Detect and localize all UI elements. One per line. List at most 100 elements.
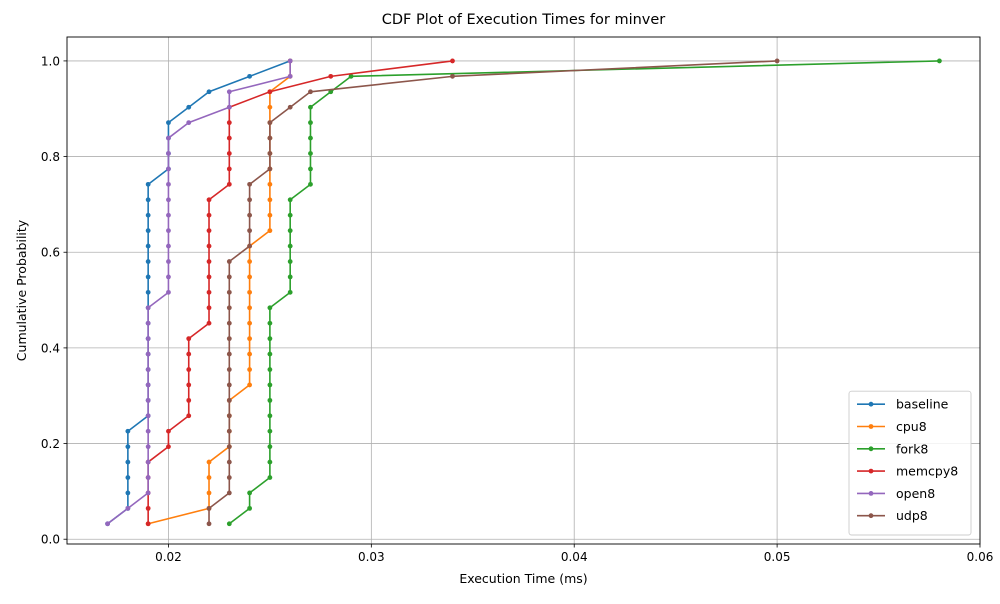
legend-label: fork8 bbox=[896, 441, 928, 456]
data-point-cpu8 bbox=[267, 212, 273, 218]
data-point-open8 bbox=[166, 197, 171, 203]
data-point-open8 bbox=[166, 181, 171, 187]
data-point-memcpy8 bbox=[206, 274, 212, 280]
series-open8 bbox=[105, 58, 293, 527]
data-point-fork8 bbox=[226, 521, 232, 527]
axes: 0.02 0.03 0.04 0.05 0.06 0.0 0.2 0.4 0.6 0.8 1.0 bbox=[41, 54, 993, 564]
data-point-baseline bbox=[206, 89, 212, 95]
legend-marker bbox=[868, 491, 874, 496]
data-point-udp8 bbox=[247, 197, 253, 203]
data-point-fork8 bbox=[267, 336, 273, 342]
data-point-cpu8 bbox=[206, 459, 212, 465]
data-point-udp8 bbox=[226, 459, 232, 465]
data-point-open8 bbox=[186, 120, 192, 126]
data-point-memcpy8 bbox=[186, 413, 192, 419]
data-point-open8 bbox=[145, 490, 151, 496]
x-tick-label: 0.03 bbox=[358, 550, 385, 564]
legend-label: baseline bbox=[896, 397, 949, 412]
data-point-fork8 bbox=[308, 151, 313, 156]
data-point-udp8 bbox=[267, 135, 273, 141]
data-point-open8 bbox=[145, 459, 151, 465]
data-point-udp8 bbox=[226, 259, 232, 264]
data-point-udp8 bbox=[247, 181, 253, 187]
data-point-memcpy8 bbox=[186, 336, 192, 342]
x-axis-label: Execution Time (ms) bbox=[459, 571, 587, 586]
data-point-udp8 bbox=[287, 104, 293, 110]
data-point-open8 bbox=[166, 135, 171, 141]
data-point-fork8 bbox=[287, 243, 293, 249]
data-point-fork8 bbox=[287, 274, 293, 280]
data-point-cpu8 bbox=[247, 289, 253, 295]
data-point-fork8 bbox=[267, 367, 273, 372]
data-point-udp8 bbox=[226, 413, 232, 419]
data-point-udp8 bbox=[226, 274, 232, 280]
data-point-cpu8 bbox=[247, 382, 253, 388]
x-tick-label: 0.05 bbox=[764, 550, 791, 564]
data-point-open8 bbox=[145, 413, 151, 419]
data-point-fork8 bbox=[308, 120, 313, 126]
data-point-fork8 bbox=[267, 428, 273, 434]
data-point-cpu8 bbox=[247, 274, 253, 280]
data-point-open8 bbox=[145, 428, 151, 434]
legend-label: memcpy8 bbox=[896, 464, 958, 479]
data-point-open8 bbox=[145, 382, 151, 388]
series-layer bbox=[105, 58, 942, 527]
data-point-fork8 bbox=[267, 382, 273, 388]
data-point-memcpy8 bbox=[206, 305, 212, 311]
data-point-memcpy8 bbox=[206, 212, 212, 218]
data-point-fork8 bbox=[267, 413, 273, 419]
data-point-memcpy8 bbox=[186, 351, 192, 357]
data-point-cpu8 bbox=[206, 490, 212, 496]
data-point-memcpy8 bbox=[166, 428, 171, 434]
data-point-baseline bbox=[125, 444, 131, 450]
data-point-open8 bbox=[145, 397, 151, 403]
data-point-udp8 bbox=[226, 490, 232, 496]
data-point-fork8 bbox=[328, 89, 334, 95]
data-point-open8 bbox=[287, 58, 293, 64]
data-point-udp8 bbox=[247, 212, 253, 218]
data-point-baseline bbox=[125, 475, 131, 480]
data-point-open8 bbox=[166, 212, 171, 218]
legend-item-cpu8: cpu8 bbox=[857, 419, 927, 434]
data-point-fork8 bbox=[308, 104, 313, 110]
data-point-open8 bbox=[166, 289, 171, 295]
data-point-baseline bbox=[145, 259, 151, 264]
data-point-memcpy8 bbox=[186, 367, 192, 372]
data-point-udp8 bbox=[226, 382, 232, 388]
data-point-baseline bbox=[145, 181, 151, 187]
data-point-udp8 bbox=[308, 89, 313, 95]
data-point-baseline bbox=[125, 428, 131, 434]
data-point-baseline bbox=[186, 104, 192, 110]
data-point-memcpy8 bbox=[186, 397, 192, 403]
data-point-fork8 bbox=[267, 444, 273, 450]
data-point-memcpy8 bbox=[226, 135, 232, 141]
data-point-open8 bbox=[145, 444, 151, 450]
data-point-baseline bbox=[145, 274, 151, 280]
data-point-memcpy8 bbox=[145, 505, 151, 511]
series-udp8 bbox=[206, 58, 780, 527]
data-point-udp8 bbox=[226, 444, 232, 450]
data-point-baseline bbox=[145, 243, 151, 249]
data-point-baseline bbox=[166, 120, 171, 126]
data-point-memcpy8 bbox=[226, 166, 232, 172]
data-point-fork8 bbox=[247, 505, 253, 511]
data-point-open8 bbox=[166, 259, 171, 264]
data-point-open8 bbox=[145, 305, 151, 311]
legend-item-fork8: fork8 bbox=[857, 441, 928, 456]
data-point-open8 bbox=[166, 274, 171, 280]
data-point-cpu8 bbox=[247, 320, 253, 326]
data-point-udp8 bbox=[226, 305, 232, 311]
data-point-fork8 bbox=[267, 351, 273, 357]
data-point-cpu8 bbox=[267, 197, 273, 203]
legend-marker bbox=[868, 513, 874, 519]
data-point-cpu8 bbox=[247, 336, 253, 342]
data-point-fork8 bbox=[308, 135, 313, 141]
data-point-fork8 bbox=[267, 320, 273, 326]
data-point-udp8 bbox=[206, 521, 212, 527]
data-point-udp8 bbox=[247, 228, 253, 234]
legend-marker bbox=[868, 468, 874, 474]
legend-label: cpu8 bbox=[896, 419, 927, 434]
data-point-baseline bbox=[247, 73, 253, 79]
data-point-baseline bbox=[145, 197, 151, 203]
y-tick-label: 0.4 bbox=[41, 341, 60, 355]
